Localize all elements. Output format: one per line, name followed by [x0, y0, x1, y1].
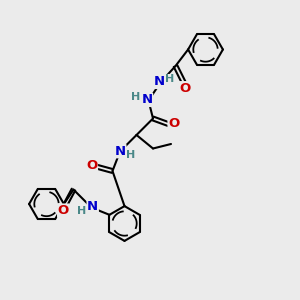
Text: O: O: [168, 117, 179, 130]
Text: N: N: [115, 145, 126, 158]
Text: N: N: [141, 93, 153, 106]
Text: H: H: [126, 150, 135, 160]
Text: O: O: [58, 204, 69, 217]
Text: N: N: [87, 200, 98, 214]
Text: O: O: [179, 82, 190, 95]
Text: O: O: [86, 159, 98, 172]
Text: H: H: [77, 206, 86, 216]
Text: N: N: [154, 75, 165, 88]
Text: H: H: [166, 74, 175, 85]
Text: H: H: [131, 92, 140, 103]
